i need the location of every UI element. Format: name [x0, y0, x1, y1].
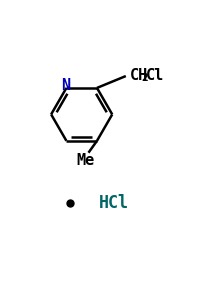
- Text: CH: CH: [130, 68, 148, 83]
- Text: 2: 2: [142, 73, 148, 83]
- Text: Me: Me: [76, 153, 94, 168]
- Text: Cl: Cl: [146, 68, 164, 83]
- Text: HCl: HCl: [99, 195, 129, 212]
- Text: N: N: [61, 78, 70, 93]
